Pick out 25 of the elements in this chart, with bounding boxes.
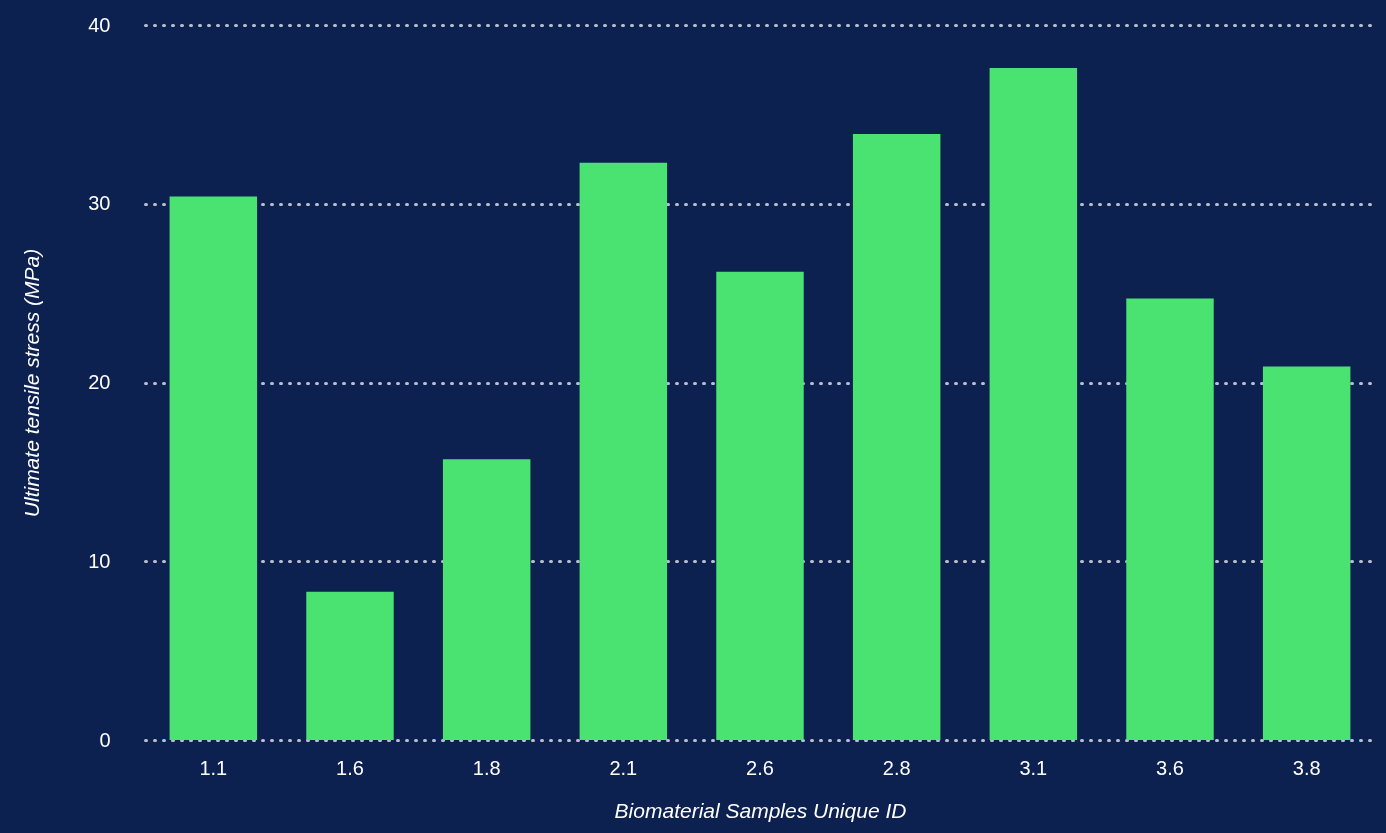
x-tick-label: 1.8 [472, 756, 501, 779]
bar [1126, 298, 1214, 740]
y-tick-label: 20 [88, 371, 111, 393]
bar [1262, 366, 1351, 740]
bar [306, 591, 394, 740]
bar [989, 67, 1078, 740]
x-tick-label: 2.8 [882, 756, 911, 779]
x-tick-label: 1.6 [336, 756, 364, 779]
y-tick-label: 0 [99, 728, 111, 751]
bar [852, 134, 941, 740]
bar [442, 459, 531, 740]
x-axis-title: Biomaterial Samples Unique ID [614, 798, 907, 822]
x-tick-label: 2.6 [746, 756, 774, 779]
y-axis-title: Ultimate tensile stress (MPa) [20, 248, 44, 518]
x-tick-label: 2.1 [609, 756, 638, 779]
y-tick-label: 30 [88, 192, 111, 215]
x-tick-label: 3.6 [1156, 756, 1184, 779]
x-tick-label: 1.1 [199, 756, 228, 779]
bar [716, 271, 804, 740]
x-tick-label: 3.1 [1019, 756, 1048, 779]
y-tick-label: 10 [88, 549, 111, 572]
y-tick-label: 40 [88, 13, 111, 36]
bar [169, 196, 258, 740]
bar [579, 162, 668, 740]
x-tick-label: 3.8 [1292, 756, 1321, 779]
